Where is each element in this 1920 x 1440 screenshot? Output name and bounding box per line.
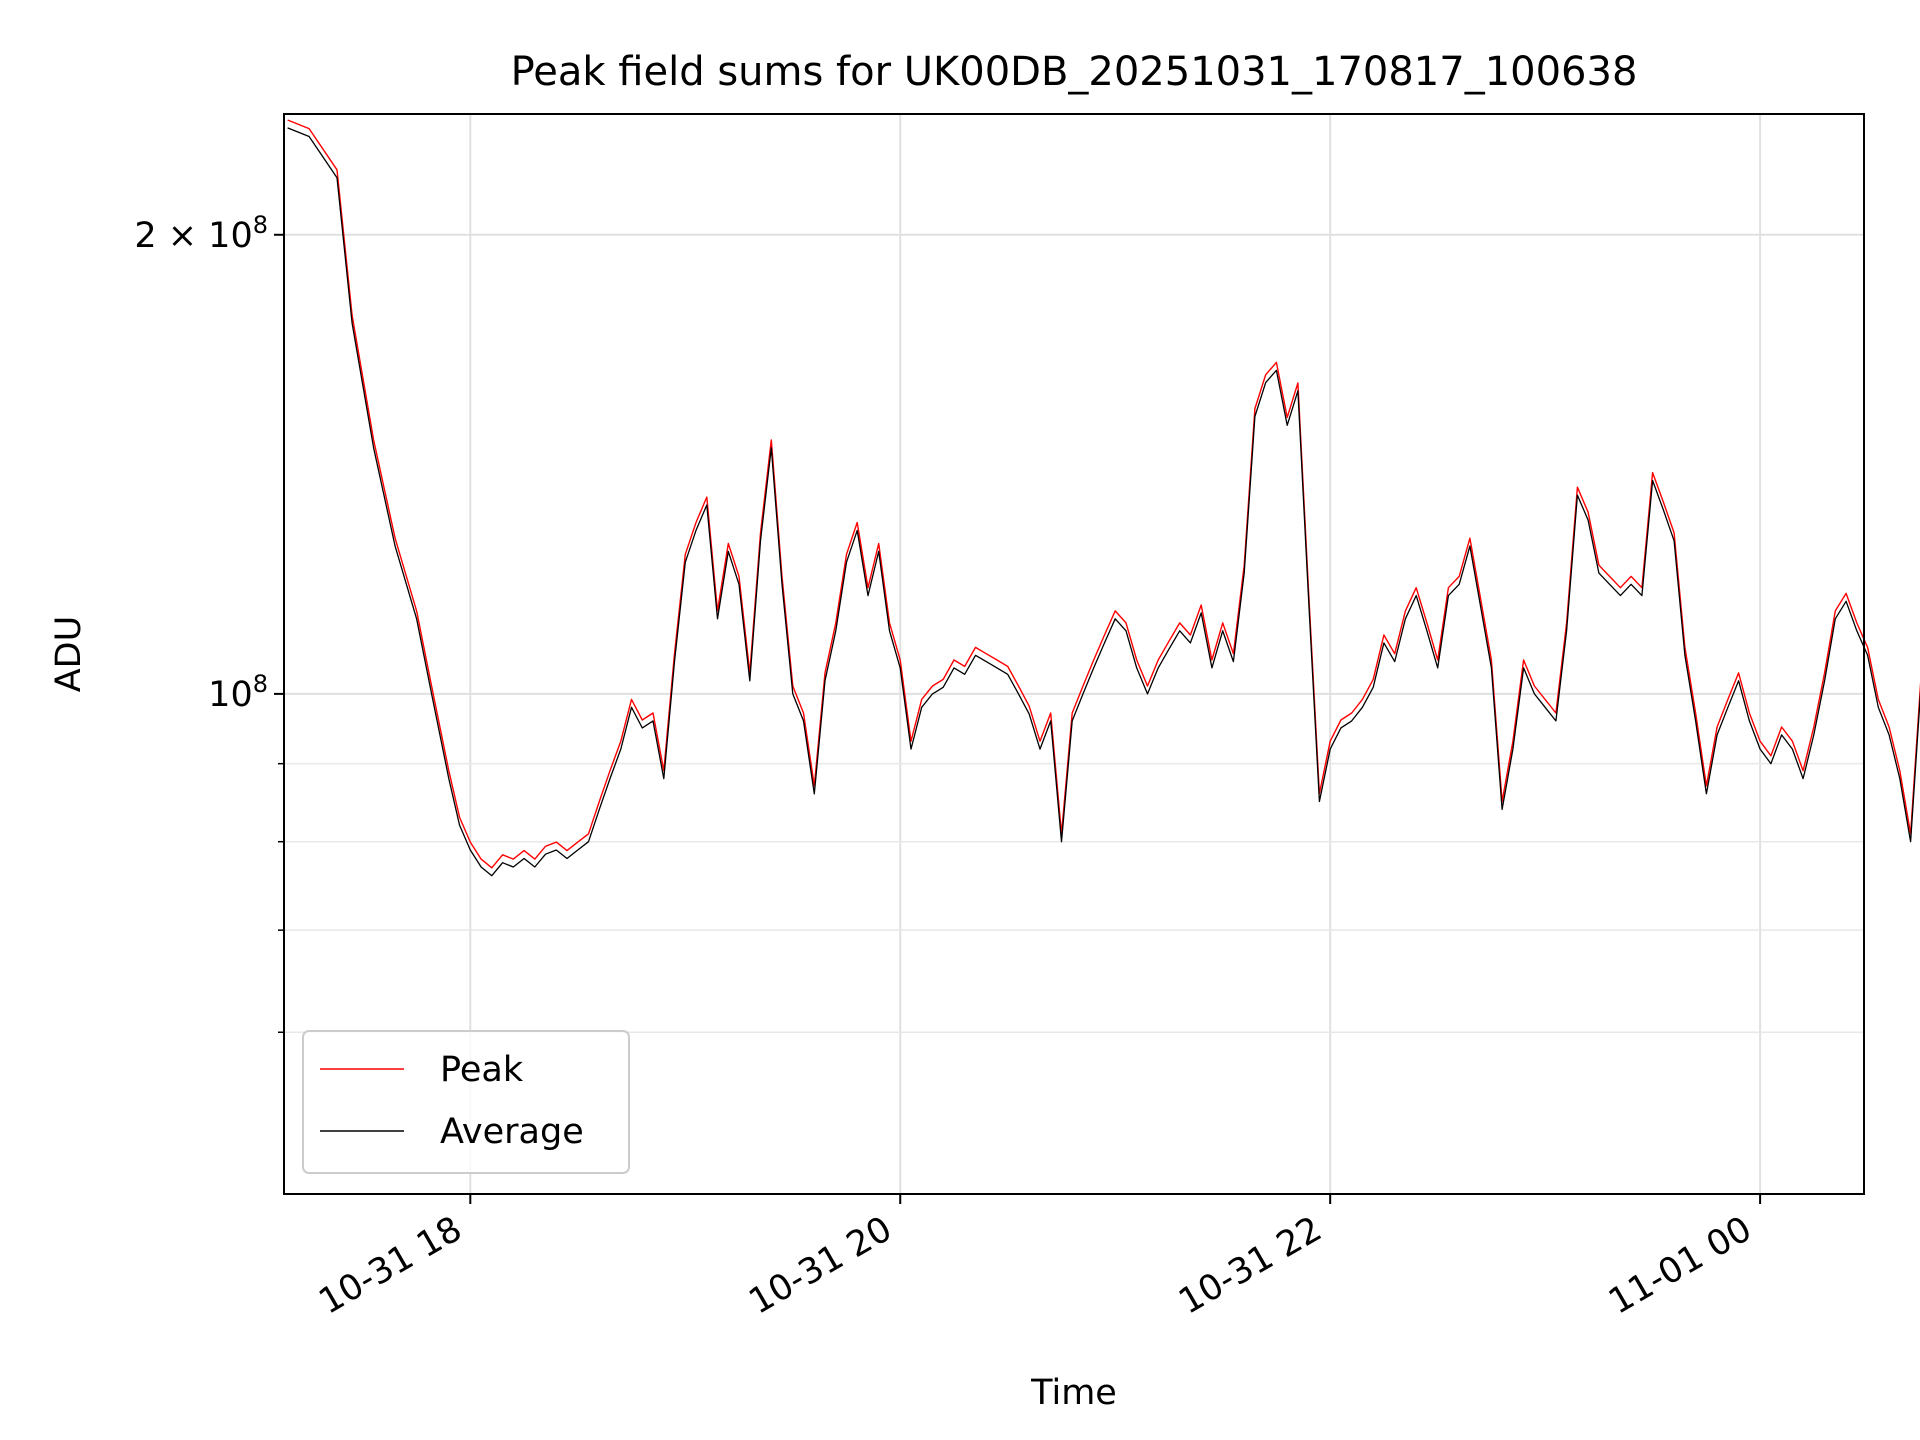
plot-frame [283, 113, 1865, 1195]
y-tick-label-base: 2 × 10 [134, 216, 252, 256]
y-tick-label-exponent: 8 [253, 211, 268, 239]
series-line-peak [287, 119, 1920, 869]
plot-lines [287, 119, 1920, 877]
series-line-average [287, 127, 1920, 877]
y-tick-label: 2 × 108 [134, 211, 268, 256]
legend: Peak Average [302, 1030, 630, 1174]
y-axis-label: ADU [49, 616, 89, 693]
x-axis-label: Time [1030, 1373, 1117, 1413]
y-tick-label: 108 [208, 670, 268, 715]
chart-title: Peak field sums for UK00DB_20251031_1708… [511, 49, 1638, 95]
grid [284, 114, 1864, 1194]
legend-label-peak: Peak [440, 1050, 524, 1090]
y-tick-label-base: 10 [208, 675, 253, 715]
legend-label-average: Average [440, 1112, 584, 1152]
y-tick-label-exponent: 8 [253, 670, 268, 698]
legend-box [302, 1030, 630, 1174]
